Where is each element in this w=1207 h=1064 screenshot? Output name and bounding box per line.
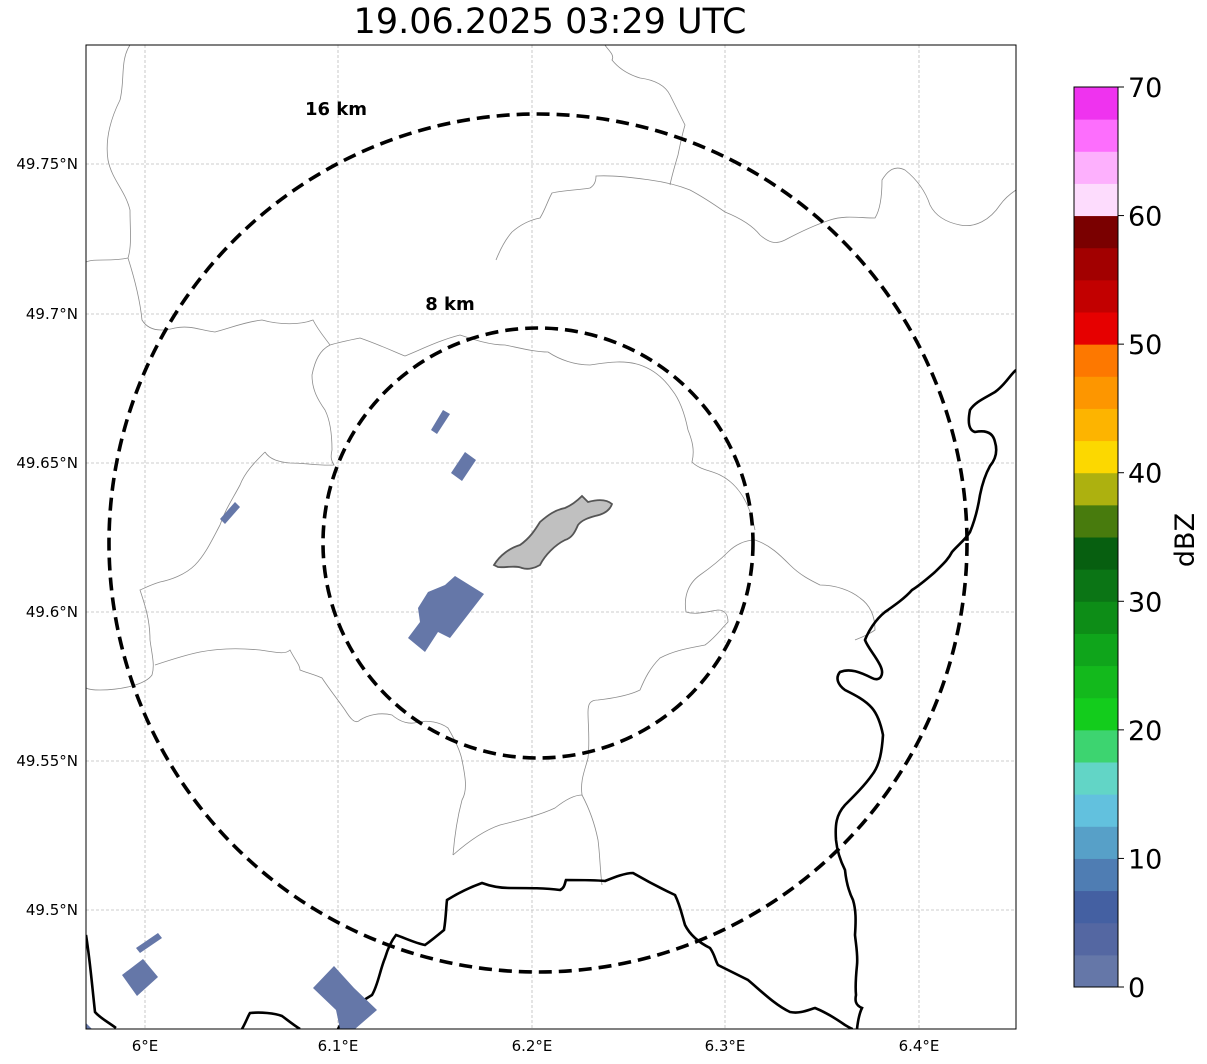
map-title: 19.06.2025 03:29 UTC bbox=[353, 2, 747, 42]
colorbar: 0 10 20 30 40 50 60 70 dBZ bbox=[1073, 73, 1201, 1004]
colorbar-swatch bbox=[1074, 119, 1118, 152]
echo-cell bbox=[136, 933, 162, 953]
colorbar-swatch bbox=[1074, 87, 1118, 120]
colorbar-swatch bbox=[1074, 151, 1118, 184]
colorbar-tick-label: 70 bbox=[1128, 73, 1162, 104]
lat-tick-label: 49.65°N bbox=[16, 454, 78, 472]
colorbar-swatch bbox=[1074, 697, 1118, 731]
lat-tick-label: 49.6°N bbox=[26, 603, 78, 621]
national-border bbox=[86, 369, 1016, 1029]
lon-tick-label: 6°E bbox=[132, 1037, 159, 1055]
map-frame bbox=[85, 44, 1017, 1030]
colorbar-swatch bbox=[1074, 183, 1118, 217]
colorbar-swatch bbox=[1074, 922, 1118, 956]
municipal-boundaries bbox=[86, 45, 1016, 886]
colorbar-swatch bbox=[1074, 890, 1118, 924]
colorbar-title: dBZ bbox=[1170, 513, 1201, 567]
echo-cell bbox=[408, 576, 484, 652]
colorbar-swatch bbox=[1074, 729, 1118, 763]
longitude-axis: 6°E 6.1°E 6.2°E 6.3°E 6.4°E bbox=[132, 1037, 940, 1055]
range-ring-8km bbox=[321, 326, 755, 760]
colorbar-swatch bbox=[1074, 504, 1118, 538]
colorbar-swatch bbox=[1074, 344, 1118, 377]
ring-label-8km: 8 km bbox=[425, 294, 475, 315]
colorbar-tick-label: 10 bbox=[1128, 844, 1162, 875]
lat-tick-label: 49.5°N bbox=[26, 901, 78, 919]
colorbar-tick-label: 60 bbox=[1128, 202, 1162, 233]
colorbar-swatch bbox=[1074, 794, 1118, 827]
colorbar-swatch bbox=[1074, 215, 1118, 249]
echo-cell bbox=[313, 966, 377, 1029]
colorbar-swatches bbox=[1074, 87, 1118, 988]
lon-tick-label: 6.4°E bbox=[899, 1037, 940, 1055]
colorbar-swatch bbox=[1074, 472, 1118, 506]
colorbar-tick-label: 40 bbox=[1128, 459, 1162, 490]
lat-tick-label: 49.7°N bbox=[26, 305, 78, 323]
echo-cell bbox=[451, 452, 476, 481]
range-rings bbox=[107, 112, 969, 974]
colorbar-swatch bbox=[1074, 408, 1118, 442]
colorbar-swatch bbox=[1074, 633, 1118, 667]
echo-cell bbox=[220, 502, 240, 524]
lon-tick-label: 6.1°E bbox=[318, 1037, 359, 1055]
colorbar-tick-label: 20 bbox=[1128, 716, 1162, 747]
lon-tick-label: 6.2°E bbox=[512, 1037, 553, 1055]
range-ring-16km bbox=[107, 112, 969, 974]
colorbar-swatch bbox=[1074, 537, 1118, 570]
colorbar-tick-label: 30 bbox=[1128, 587, 1162, 618]
colorbar-frame bbox=[1073, 86, 1119, 988]
lon-tick-label: 6.3°E bbox=[705, 1037, 746, 1055]
colorbar-tick-label: 0 bbox=[1128, 973, 1145, 1004]
echo-cell bbox=[86, 1023, 92, 1029]
colorbar-swatch bbox=[1074, 247, 1118, 281]
colorbar-swatch bbox=[1074, 312, 1118, 345]
colorbar-swatch bbox=[1074, 826, 1118, 859]
colorbar-ticks: 0 10 20 30 40 50 60 70 bbox=[1118, 73, 1162, 1004]
city-area-outline bbox=[492, 494, 614, 570]
radar-echoes bbox=[86, 410, 484, 1029]
colorbar-tick-label: 50 bbox=[1128, 330, 1162, 361]
colorbar-swatch bbox=[1074, 954, 1118, 988]
colorbar-swatch bbox=[1074, 376, 1118, 409]
lat-tick-label: 49.55°N bbox=[16, 752, 78, 770]
colorbar-swatch bbox=[1074, 279, 1118, 313]
colorbar-swatch bbox=[1074, 858, 1118, 892]
echo-cell bbox=[122, 959, 158, 996]
ring-label-16km: 16 km bbox=[305, 99, 367, 120]
colorbar-swatch bbox=[1074, 601, 1118, 634]
colorbar-swatch bbox=[1074, 440, 1118, 474]
lat-tick-label: 49.75°N bbox=[16, 155, 78, 173]
latitude-axis: 49.75°N 49.7°N 49.65°N 49.6°N 49.55°N 49… bbox=[16, 155, 78, 919]
echo-cell bbox=[431, 410, 450, 434]
colorbar-swatch bbox=[1074, 762, 1118, 795]
colorbar-swatch bbox=[1074, 665, 1118, 699]
colorbar-swatch bbox=[1074, 569, 1118, 602]
